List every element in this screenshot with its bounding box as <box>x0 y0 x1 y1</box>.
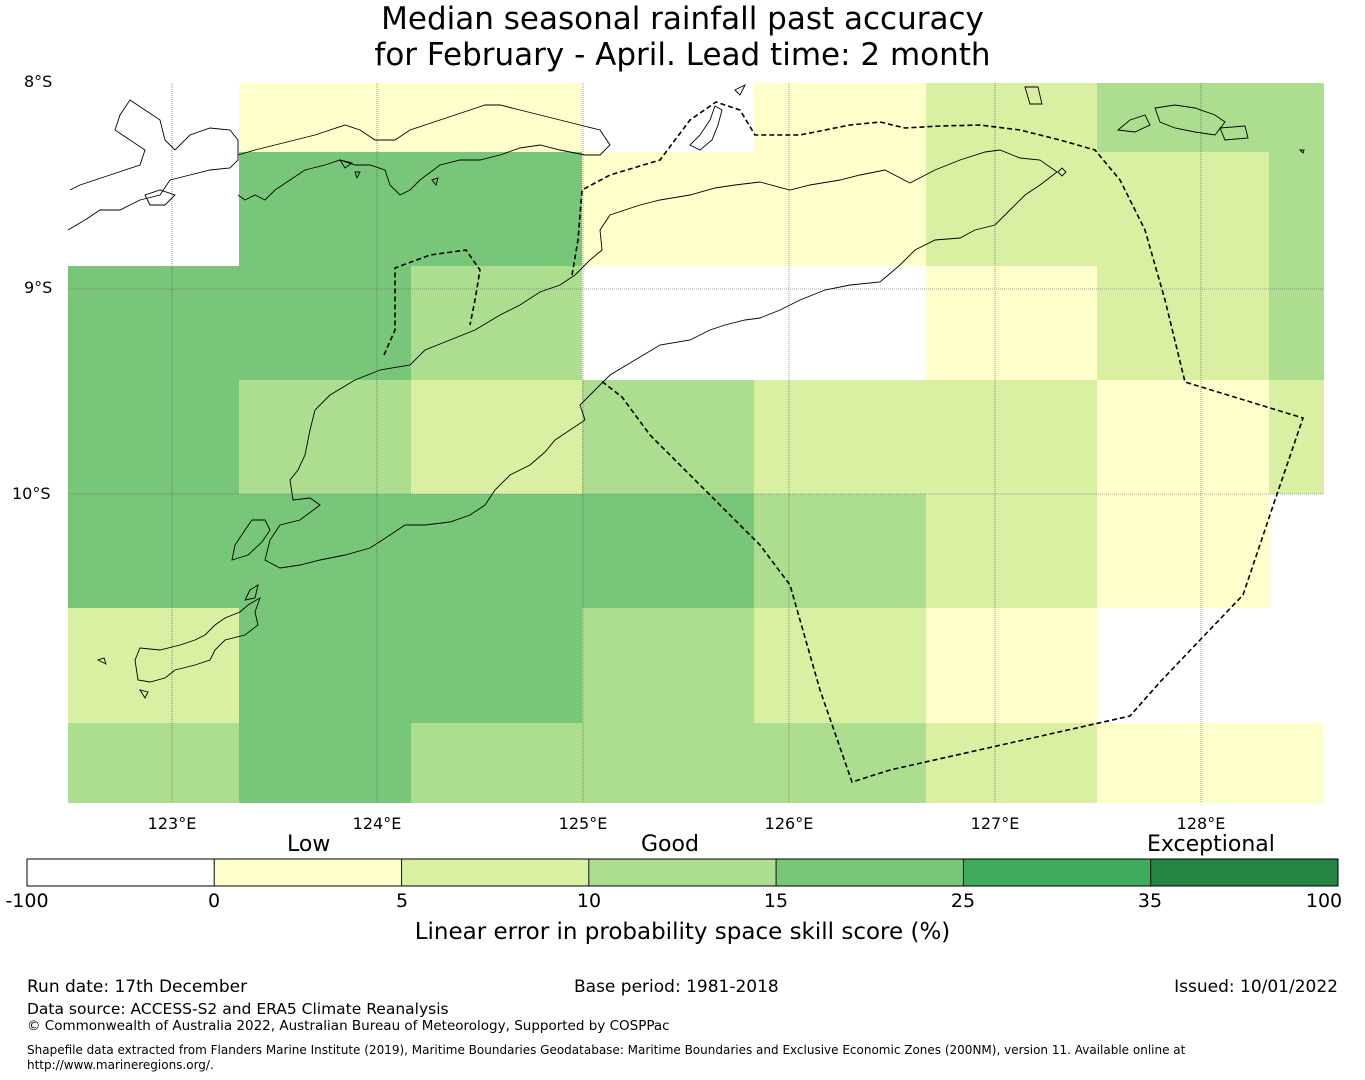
lon-label-125e: 125°E <box>558 814 608 833</box>
maritime-boundary <box>383 101 1305 783</box>
shapefile-credit-line-1: Shapefile data extracted from Flanders M… <box>27 1043 1186 1057</box>
skill-score-grid <box>68 83 1324 803</box>
grid-cell <box>926 608 1097 723</box>
lon-label-123e: 123°E <box>147 814 197 833</box>
colorbar-tick-label: 35 <box>1137 890 1163 912</box>
grid-cell <box>1269 152 1324 266</box>
grid-cell <box>411 266 582 380</box>
grid-cell <box>754 380 1097 494</box>
map-title-line-1: Median seasonal rainfall past accuracy <box>381 1 984 37</box>
graticule <box>68 83 1324 803</box>
grid-cell <box>1269 494 1324 608</box>
colorbar-tick-label: 5 <box>395 890 409 912</box>
grid-cell <box>239 83 582 152</box>
grid-cell <box>1269 380 1324 494</box>
lat-label-8s: 8°S <box>24 72 53 91</box>
map-title-line-2: for February - April. Lead time: 2 month <box>374 37 991 73</box>
grid-cell <box>1097 608 1324 723</box>
grid-cell <box>1097 494 1269 608</box>
shapefile-credit-line-2: http://www.marineregions.org/. <box>27 1058 214 1072</box>
grid-cell <box>582 83 754 152</box>
grid-cell <box>926 494 1097 608</box>
issued-date: Issued: 10/01/2022 <box>1174 977 1338 997</box>
grid-cell <box>1097 83 1324 152</box>
grid-cell <box>68 152 239 266</box>
colorbar-segment <box>1150 858 1339 887</box>
category-label-exceptional: Exceptional <box>1147 832 1275 857</box>
grid-cell <box>411 723 926 803</box>
lon-label-126e: 126°E <box>764 814 814 833</box>
colorbar-tick-label: -100 <box>5 890 49 912</box>
data-source: Data source: ACCESS-S2 and ERA5 Climate … <box>27 1000 449 1018</box>
colorbar-tick-label: 0 <box>207 890 221 912</box>
colorbar-title: Linear error in probability space skill … <box>414 919 951 945</box>
grid-cell <box>926 266 1097 380</box>
colorbar-segment <box>588 858 777 887</box>
grid-cell <box>926 83 1097 152</box>
base-period: Base period: 1981-2018 <box>574 977 779 997</box>
grid-cell <box>239 380 411 494</box>
grid-cell <box>68 608 239 723</box>
grid-cell <box>239 723 411 803</box>
grid-cell <box>926 152 1269 266</box>
grid-cell <box>1097 380 1269 494</box>
grid-cell <box>754 494 926 608</box>
colorbar-segment <box>962 858 1152 887</box>
grid-cell <box>754 608 926 723</box>
category-label-low: Low <box>287 832 331 857</box>
grid-cell <box>68 380 239 494</box>
grid-cell <box>582 380 754 494</box>
grid-cell <box>239 608 582 723</box>
grid-cell <box>926 723 1097 803</box>
lon-label-124e: 124°E <box>352 814 402 833</box>
grid-cell <box>754 83 926 152</box>
grid-cell <box>1269 266 1324 380</box>
grid-cell <box>1097 723 1324 803</box>
colorbar-tick-label: 25 <box>950 890 976 912</box>
lon-label-128e: 128°E <box>1176 814 1226 833</box>
category-label-good: Good <box>641 832 699 857</box>
colorbar-segment <box>775 858 964 887</box>
grid-cell <box>1097 266 1269 380</box>
colorbar-segment <box>401 858 590 887</box>
lat-label-9s: 9°S <box>24 278 53 297</box>
grid-cell <box>68 723 239 803</box>
grid-cell <box>68 266 411 380</box>
grid-cell <box>68 83 239 152</box>
grid-cell <box>582 608 754 723</box>
run-date: Run date: 17th December <box>27 977 248 997</box>
colorbar-tick-label: 100 <box>1305 890 1343 912</box>
lat-label-10s: 10°S <box>12 484 51 503</box>
grid-cell <box>411 380 582 494</box>
colorbar <box>26 858 1339 887</box>
grid-cell <box>68 494 754 608</box>
colorbar-frame <box>26 858 1339 887</box>
colorbar-segment <box>213 858 403 887</box>
colorbar-segment <box>26 858 215 887</box>
copyright-notice: © Commonwealth of Australia 2022, Austra… <box>27 1018 670 1034</box>
coastlines <box>67 83 1305 699</box>
grid-cell <box>239 152 582 266</box>
colorbar-tick-label: 10 <box>576 890 602 912</box>
lon-label-127e: 127°E <box>970 814 1020 833</box>
grid-cell <box>582 152 926 266</box>
colorbar-tick-label: 15 <box>763 890 789 912</box>
grid-cell <box>582 266 926 380</box>
